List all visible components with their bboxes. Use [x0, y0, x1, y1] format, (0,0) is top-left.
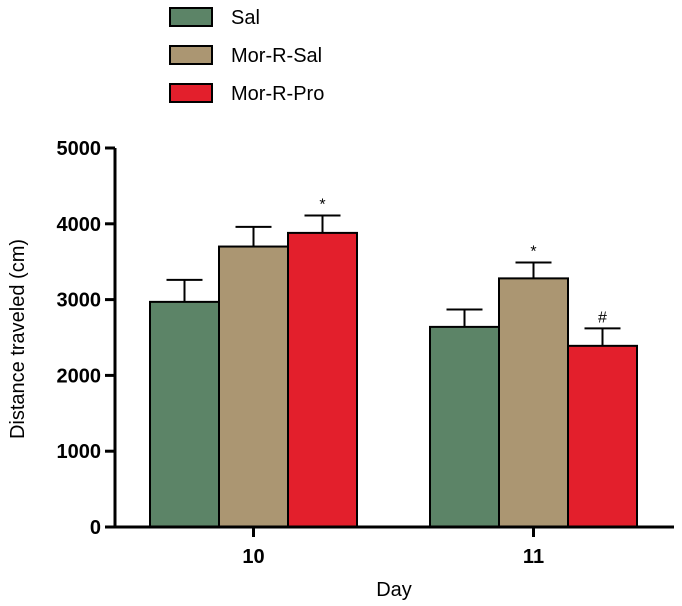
- y-tick-label-2000: 2000: [57, 365, 102, 387]
- y-tick-label-3000: 3000: [57, 290, 102, 312]
- legend-swatch-mor-r-pro: [169, 83, 213, 103]
- bar-mor-r-pro-day-10: [287, 231, 358, 528]
- error-bar-mor-r-sal-day-10: [235, 225, 272, 247]
- y-tick-label-1000: 1000: [57, 441, 102, 463]
- x-axis-title: Day: [376, 579, 412, 601]
- error-bar-mor-r-pro-day-11: [584, 327, 621, 346]
- annotation-mor-r-pro-day-11: #: [598, 309, 607, 326]
- y-tick-label-0: 0: [90, 517, 101, 539]
- y-tick-label-5000: 5000: [57, 138, 102, 160]
- legend: Sal Mor-R-Sal Mor-R-Pro: [169, 7, 324, 105]
- bar-mor-r-sal-day-10: [218, 245, 289, 528]
- axes: 0 1000 2000 3000 4000 5000 10 11: [57, 138, 674, 568]
- bar-sal-day-11: [429, 325, 500, 528]
- bars: * * #: [149, 196, 638, 529]
- bar-sal-day-10: [149, 300, 220, 528]
- legend-item-mor-r-pro: Mor-R-Pro: [169, 83, 324, 105]
- x-tick-label-11: 11: [523, 546, 544, 568]
- bar-mor-r-pro-day-11: [567, 344, 638, 529]
- error-bar-mor-r-pro-day-10: [304, 214, 341, 233]
- x-tick-label-10: 10: [242, 546, 264, 568]
- annotation-mor-r-sal-day-11: *: [530, 243, 536, 260]
- error-bar-sal-day-10: [166, 278, 203, 302]
- legend-item-sal: Sal: [169, 7, 260, 29]
- legend-swatch-mor-r-sal: [169, 45, 213, 65]
- bar-mor-r-sal-day-11: [498, 277, 569, 528]
- error-bar-sal-day-11: [446, 308, 483, 327]
- error-bar-mor-r-sal-day-11: [515, 261, 552, 279]
- legend-swatch-sal: [169, 7, 213, 27]
- y-axis-title: Distance traveled (cm): [7, 239, 29, 439]
- legend-label-sal: Sal: [231, 7, 260, 29]
- annotation-mor-r-pro-day-10: *: [319, 196, 325, 213]
- legend-label-mor-r-sal: Mor-R-Sal: [231, 45, 322, 67]
- legend-item-mor-r-sal: Mor-R-Sal: [169, 45, 322, 67]
- legend-label-mor-r-pro: Mor-R-Pro: [231, 83, 324, 105]
- y-tick-label-4000: 4000: [57, 214, 102, 236]
